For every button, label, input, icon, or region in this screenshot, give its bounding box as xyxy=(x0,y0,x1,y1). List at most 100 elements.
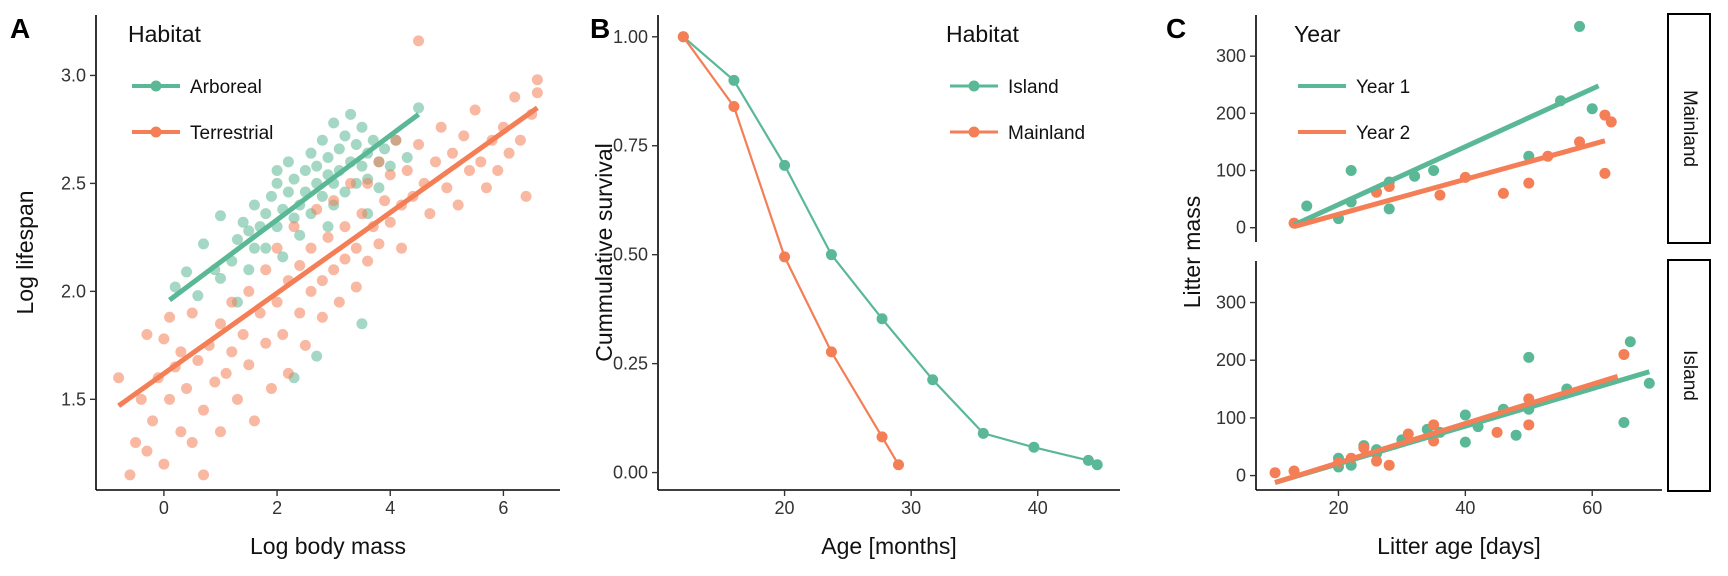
data-point xyxy=(214,318,226,330)
data-point xyxy=(1301,200,1313,212)
data-point xyxy=(1402,428,1414,440)
data-point xyxy=(237,216,249,228)
legend-label-terrestrial: Terrestrial xyxy=(190,123,273,144)
data-point xyxy=(260,264,272,276)
data-point xyxy=(362,255,374,267)
y-axis-title: Litter mass xyxy=(1179,196,1205,308)
series-line xyxy=(682,35,1098,466)
data-point xyxy=(1491,426,1503,438)
data-point xyxy=(316,275,328,287)
data-point xyxy=(401,152,413,163)
data-point xyxy=(277,329,289,341)
data-point xyxy=(311,203,323,215)
y-tick-label: 0.50 xyxy=(613,245,648,265)
data-point xyxy=(413,35,425,47)
data-point xyxy=(379,195,391,207)
x-tick-label: 2 xyxy=(272,498,282,518)
data-point xyxy=(876,431,888,443)
data-point xyxy=(214,426,226,438)
data-point xyxy=(271,296,283,308)
trend-line-year-1 xyxy=(1293,83,1600,228)
data-point xyxy=(282,186,294,198)
data-point xyxy=(463,164,475,176)
data-point xyxy=(514,134,526,146)
data-point xyxy=(243,285,255,297)
data-point xyxy=(356,121,368,133)
data-point xyxy=(135,393,147,405)
panel-a: A 0 2 4 6 1.5 2.0 2.5 3.0 Log body mass Log lifesp… xyxy=(10,13,560,559)
data-point xyxy=(492,164,504,176)
series-year-2 xyxy=(1288,109,1617,229)
data-point xyxy=(271,177,283,189)
data-point xyxy=(1383,459,1395,471)
data-point xyxy=(316,134,328,146)
data-point xyxy=(186,307,198,319)
data-point xyxy=(728,101,740,113)
data-point xyxy=(299,339,311,351)
y-tick-label: 100 xyxy=(1216,161,1246,181)
x-tick-label: 20 xyxy=(775,498,795,518)
data-point xyxy=(1586,103,1598,115)
data-point xyxy=(141,329,153,341)
data-point xyxy=(339,130,351,142)
data-point xyxy=(1574,20,1586,32)
data-point xyxy=(282,367,294,379)
data-point xyxy=(384,216,396,228)
data-point xyxy=(362,177,374,189)
legend-title: Year xyxy=(1294,21,1341,47)
data-point xyxy=(181,383,193,395)
data-point xyxy=(1510,429,1522,441)
data-point xyxy=(181,266,193,278)
data-point xyxy=(158,458,170,470)
data-point xyxy=(322,231,334,243)
y-tick-label: 300 xyxy=(1216,293,1246,313)
y-axis-title: Log lifespan xyxy=(12,190,38,314)
data-point xyxy=(480,182,492,194)
data-point xyxy=(413,102,425,114)
data-point xyxy=(509,91,521,103)
data-point xyxy=(294,229,306,241)
trend-line-year-2 xyxy=(1274,373,1619,485)
data-point xyxy=(350,281,362,293)
data-point xyxy=(373,182,385,194)
data-point xyxy=(441,182,453,194)
data-point xyxy=(271,242,283,254)
data-point xyxy=(243,264,255,276)
legend-label-year-1: Year 1 xyxy=(1356,77,1410,98)
data-point xyxy=(677,31,689,43)
data-point xyxy=(339,186,351,198)
data-point xyxy=(277,251,289,263)
facet-island: 20 40 60 0 100 200 300 Island xyxy=(1216,259,1711,518)
x-tick-label: 40 xyxy=(1028,498,1048,518)
data-point xyxy=(328,195,340,207)
data-point xyxy=(356,160,368,172)
data-point xyxy=(113,372,125,384)
data-point xyxy=(254,307,266,319)
facet-mainland: 0 100 200 300 Mainland xyxy=(1216,13,1711,244)
data-point xyxy=(892,459,904,471)
facet-strip-label: Island xyxy=(1679,350,1700,401)
data-point xyxy=(328,117,340,129)
data-point xyxy=(1434,189,1446,201)
data-point xyxy=(1605,116,1617,128)
data-point xyxy=(169,281,181,293)
data-point xyxy=(130,437,142,448)
legend-key-point xyxy=(150,126,162,138)
data-point xyxy=(260,208,272,220)
y-axis-title: Cummulative survival xyxy=(591,143,617,362)
data-point xyxy=(350,139,362,151)
data-point xyxy=(214,210,226,222)
data-point xyxy=(305,285,317,297)
data-point xyxy=(1428,419,1440,431)
y-tick-label: 3.0 xyxy=(61,65,86,85)
data-point xyxy=(231,234,243,246)
data-point xyxy=(231,393,243,405)
panel-label-c: C xyxy=(1166,13,1186,44)
x-axis-title: Log body mass xyxy=(250,533,406,559)
data-point xyxy=(977,427,989,439)
data-point xyxy=(458,130,470,142)
data-point xyxy=(728,74,740,86)
legend-label-island: Island xyxy=(1008,77,1059,98)
data-point xyxy=(209,376,221,388)
y-tick-label: 2.0 xyxy=(61,281,86,301)
